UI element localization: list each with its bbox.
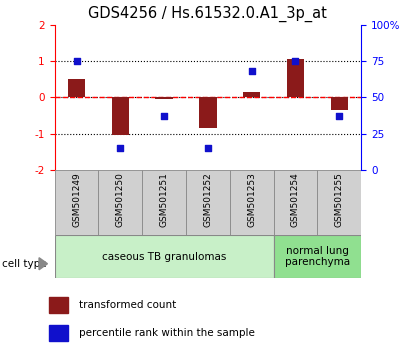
Bar xyxy=(68,79,85,97)
Bar xyxy=(50,297,68,313)
Bar xyxy=(55,170,98,235)
Point xyxy=(248,68,255,74)
Point xyxy=(73,58,80,64)
Bar xyxy=(318,170,361,235)
Bar xyxy=(112,97,129,136)
Point xyxy=(336,113,343,119)
Polygon shape xyxy=(39,258,47,270)
Bar xyxy=(98,170,142,235)
Point xyxy=(205,145,211,151)
Bar xyxy=(230,170,273,235)
Bar xyxy=(155,97,173,99)
Text: normal lung
parenchyma: normal lung parenchyma xyxy=(285,246,350,268)
Text: GSM501249: GSM501249 xyxy=(72,172,81,227)
Text: GSM501250: GSM501250 xyxy=(116,172,125,227)
Bar xyxy=(50,325,68,341)
Text: GSM501255: GSM501255 xyxy=(335,172,344,227)
Text: percentile rank within the sample: percentile rank within the sample xyxy=(79,328,255,338)
Bar xyxy=(243,92,260,97)
Bar xyxy=(287,59,304,97)
Bar xyxy=(331,97,348,110)
Text: cell type: cell type xyxy=(2,259,47,269)
Text: GSM501254: GSM501254 xyxy=(291,172,300,227)
Point xyxy=(117,145,123,151)
Bar xyxy=(55,235,273,278)
Bar xyxy=(199,97,217,128)
Bar xyxy=(142,170,186,235)
Text: GSM501253: GSM501253 xyxy=(247,172,256,227)
Title: GDS4256 / Hs.61532.0.A1_3p_at: GDS4256 / Hs.61532.0.A1_3p_at xyxy=(89,6,327,22)
Bar xyxy=(273,170,318,235)
Bar xyxy=(273,235,361,278)
Text: GSM501252: GSM501252 xyxy=(203,172,213,227)
Bar xyxy=(186,170,230,235)
Text: transformed count: transformed count xyxy=(79,300,176,310)
Point xyxy=(161,113,168,119)
Text: GSM501251: GSM501251 xyxy=(160,172,168,227)
Point xyxy=(292,58,299,64)
Text: caseous TB granulomas: caseous TB granulomas xyxy=(102,252,226,262)
